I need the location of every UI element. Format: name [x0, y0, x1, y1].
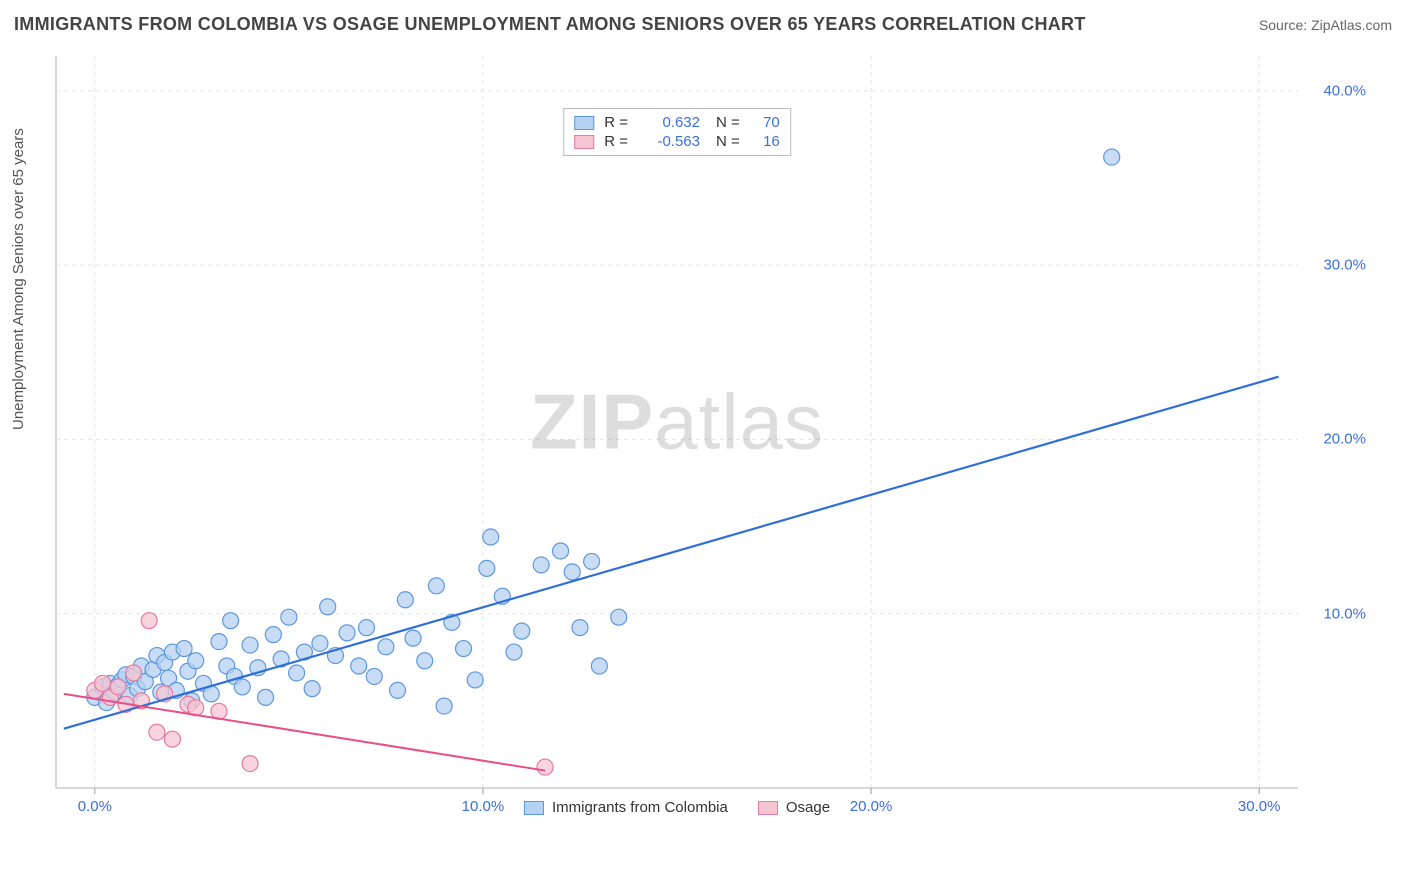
correlation-legend: R = 0.632 N = 70 R = -0.563 N = 16 — [563, 108, 791, 156]
y-tick-label: 10.0% — [1323, 605, 1366, 622]
chart-title: IMMIGRANTS FROM COLOMBIA VS OSAGE UNEMPL… — [14, 14, 1086, 35]
y-tick-label: 40.0% — [1323, 82, 1366, 99]
series-legend: Immigrants from Colombia Osage — [524, 799, 830, 816]
chart-plot-area: ZIPatlas R = 0.632 N = 70 R = -0.563 N =… — [52, 52, 1302, 822]
x-tick-label: 0.0% — [78, 798, 112, 815]
chart-header: IMMIGRANTS FROM COLOMBIA VS OSAGE UNEMPL… — [14, 14, 1392, 35]
r-value-2: -0.563 — [638, 133, 700, 150]
y-tick-label: 30.0% — [1323, 257, 1366, 274]
source-label: Source: — [1259, 17, 1311, 33]
chart-source: Source: ZipAtlas.com — [1259, 17, 1392, 33]
n-label: N = — [716, 114, 740, 131]
y-axis-label: Unemployment Among Seniors over 65 years — [10, 128, 27, 430]
chart-svg — [52, 52, 1302, 822]
source-name: ZipAtlas.com — [1311, 17, 1392, 33]
r-label: R = — [604, 114, 628, 131]
n-value-2: 16 — [750, 133, 780, 150]
n-value-1: 70 — [750, 114, 780, 131]
x-tick-label: 30.0% — [1238, 798, 1281, 815]
legend-label-colombia: Immigrants from Colombia — [552, 799, 728, 816]
x-tick-label: 10.0% — [462, 798, 505, 815]
y-tick-label: 20.0% — [1323, 431, 1366, 448]
x-tick-label: 20.0% — [850, 798, 893, 815]
r-label: R = — [604, 133, 628, 150]
legend-label-osage: Osage — [786, 799, 830, 816]
r-value-1: 0.632 — [638, 114, 700, 131]
legend-item-colombia: Immigrants from Colombia — [524, 799, 728, 816]
legend-row-1: R = 0.632 N = 70 — [574, 113, 780, 132]
legend-row-2: R = -0.563 N = 16 — [574, 132, 780, 151]
legend-item-osage: Osage — [758, 799, 830, 816]
legend-swatch-pink — [574, 135, 594, 149]
legend-swatch-blue — [574, 116, 594, 130]
legend-swatch-colombia — [524, 801, 544, 815]
legend-swatch-osage — [758, 801, 778, 815]
n-label: N = — [716, 133, 740, 150]
